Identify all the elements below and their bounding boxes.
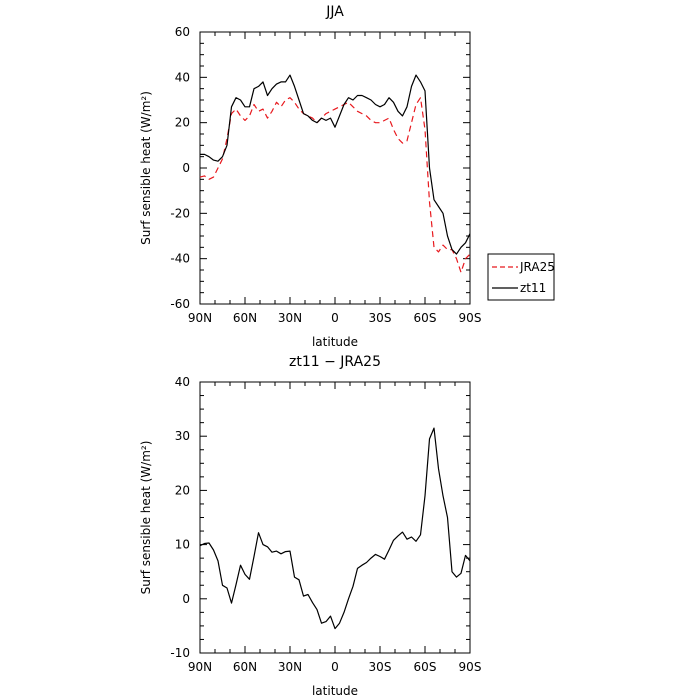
x-axis-label: latitude: [312, 335, 358, 349]
y-axis-label: Surf sensible heat (W/m²): [139, 91, 153, 245]
x-tick-label: 90N: [188, 660, 212, 674]
series-line-jra25: [199, 97, 471, 273]
y-tick-label: -20: [170, 206, 190, 220]
y-tick-label: -60: [170, 297, 190, 311]
x-tick-label: 30N: [278, 311, 302, 325]
series-line-zt11: [200, 74, 471, 255]
y-tick-label: 40: [175, 70, 190, 84]
x-tick-label: 30S: [369, 660, 392, 674]
chart-title: JJA: [325, 4, 344, 20]
x-tick-label: 60S: [414, 660, 437, 674]
y-tick-label: 0: [182, 161, 190, 175]
x-tick-label: 30S: [369, 311, 392, 325]
y-tick-label: 40: [175, 375, 190, 389]
legend-label: zt11: [520, 281, 546, 295]
x-tick-label: 60N: [233, 660, 257, 674]
x-tick-label: 60S: [414, 311, 437, 325]
x-tick-label: 0: [331, 660, 339, 674]
y-tick-label: 10: [175, 538, 190, 552]
y-tick-label: 60: [175, 25, 190, 39]
x-tick-label: 30N: [278, 660, 302, 674]
x-tick-label: 90N: [188, 311, 212, 325]
y-tick-label: 20: [175, 116, 190, 130]
x-tick-label: 90S: [459, 660, 482, 674]
series-line-difference: [199, 427, 471, 630]
x-tick-label: 90S: [459, 311, 482, 325]
top-chart-panel: JJA 90N 60N 30N 0 30S 60S 90S 60 40 20 0 -20 -40 -60 la…: [139, 4, 555, 349]
y-tick-label: 20: [175, 483, 190, 497]
y-tick-label: -40: [170, 252, 190, 266]
legend-label: JRA25: [519, 260, 555, 274]
y-tick-label: 0: [182, 592, 190, 606]
bottom-chart-panel: zt11 − JRA25 90N 60N 30N 0 30S 60S 90S 40 30 20 10 0…: [139, 354, 481, 698]
y-tick-label: 30: [175, 429, 190, 443]
x-axis-label: latitude: [312, 684, 358, 698]
y-axis-label: Surf sensible heat (W/m²): [139, 441, 153, 595]
plot-frame: [199, 381, 471, 654]
x-tick-label: 0: [331, 311, 339, 325]
legend-box: [487, 253, 555, 301]
chart-title: zt11 − JRA25: [289, 354, 381, 370]
y-tick-label: -10: [170, 646, 190, 660]
x-tick-label: 60N: [233, 311, 257, 325]
